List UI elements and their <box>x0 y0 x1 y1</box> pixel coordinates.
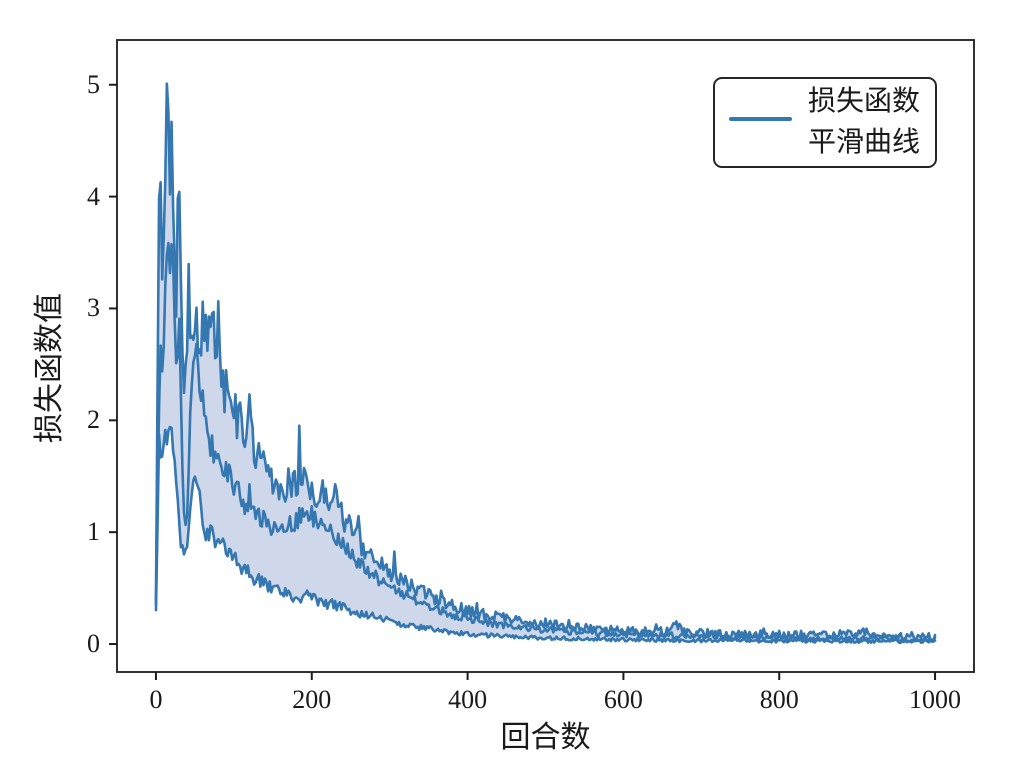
y-tick-label: 2 <box>87 405 100 435</box>
y-tick-label: 0 <box>87 629 100 659</box>
x-tick-label: 600 <box>603 685 643 714</box>
x-tick-label: 200 <box>292 685 332 714</box>
y-tick-label: 3 <box>87 293 100 323</box>
legend: 损失函数 平滑曲线 <box>713 77 937 168</box>
loss-lower-curve <box>154 425 937 644</box>
legend-line-swatch-loss <box>729 117 792 121</box>
x-tick-label: 1000 <box>909 685 962 714</box>
x-axis-title: 回合数 <box>500 721 591 754</box>
loss-upper-curve <box>154 82 937 642</box>
axes-spines <box>116 39 975 673</box>
y-tick-label: 1 <box>87 517 100 547</box>
legend-label-smoothed: 平滑曲线 <box>808 127 921 158</box>
x-tick-label: 800 <box>759 685 799 714</box>
y-tick-label: 4 <box>87 181 100 211</box>
x-tick-label: 0 <box>149 685 163 714</box>
legend-label-loss: 损失函数 <box>808 86 921 117</box>
legend-line-swatch-smoothed <box>729 158 792 162</box>
x-tick-label: 400 <box>448 685 488 714</box>
y-tick-label: 5 <box>87 69 100 99</box>
